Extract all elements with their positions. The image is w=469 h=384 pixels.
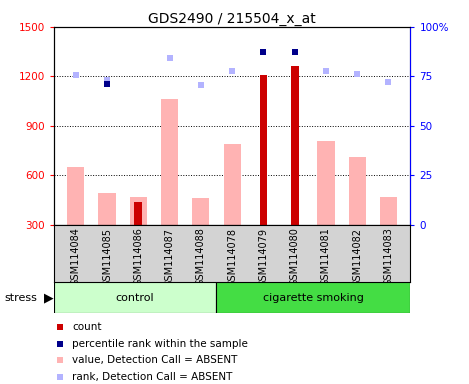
Point [354,71,361,77]
Text: control: control [116,293,154,303]
Bar [291,66,299,225]
Text: percentile rank within the sample: percentile rank within the sample [72,339,248,349]
Point [322,68,330,74]
Text: GSM114085: GSM114085 [102,227,112,286]
Text: cigarette smoking: cigarette smoking [263,293,363,303]
Text: count: count [72,322,102,332]
Text: GSM114082: GSM114082 [352,227,362,286]
Text: GSM114079: GSM114079 [258,227,268,286]
Text: value, Detection Call = ABSENT: value, Detection Call = ABSENT [72,356,238,366]
Text: ▶: ▶ [44,291,53,304]
Point [56,358,64,364]
Text: GSM114078: GSM114078 [227,227,237,286]
Point [56,324,64,330]
Text: GSM114086: GSM114086 [133,227,144,286]
Point [197,82,204,88]
Bar [259,76,267,225]
Text: GSM114088: GSM114088 [196,227,206,286]
Point [291,48,298,55]
Point [56,341,64,347]
Bar [380,197,397,225]
Bar [216,282,410,313]
Bar [130,197,147,225]
Bar [192,198,210,225]
Bar [67,167,84,225]
Point [260,50,267,56]
Point [228,68,236,74]
Bar [318,141,334,225]
Text: GSM114080: GSM114080 [290,227,300,286]
Text: GSM114087: GSM114087 [165,227,174,286]
Bar [224,144,241,225]
Bar [135,202,142,225]
Bar [54,282,216,313]
Text: GSM114084: GSM114084 [71,227,81,286]
Bar [348,157,366,225]
Bar [161,99,178,225]
Point [166,55,174,61]
Bar [98,193,116,225]
Text: GSM114083: GSM114083 [384,227,393,286]
Point [56,374,64,380]
Point [103,81,111,87]
Title: GDS2490 / 215504_x_at: GDS2490 / 215504_x_at [148,12,316,26]
Point [103,77,111,83]
Text: stress: stress [5,293,38,303]
Point [72,71,80,78]
Point [385,79,392,85]
Text: GSM114081: GSM114081 [321,227,331,286]
Text: rank, Detection Call = ABSENT: rank, Detection Call = ABSENT [72,372,233,382]
